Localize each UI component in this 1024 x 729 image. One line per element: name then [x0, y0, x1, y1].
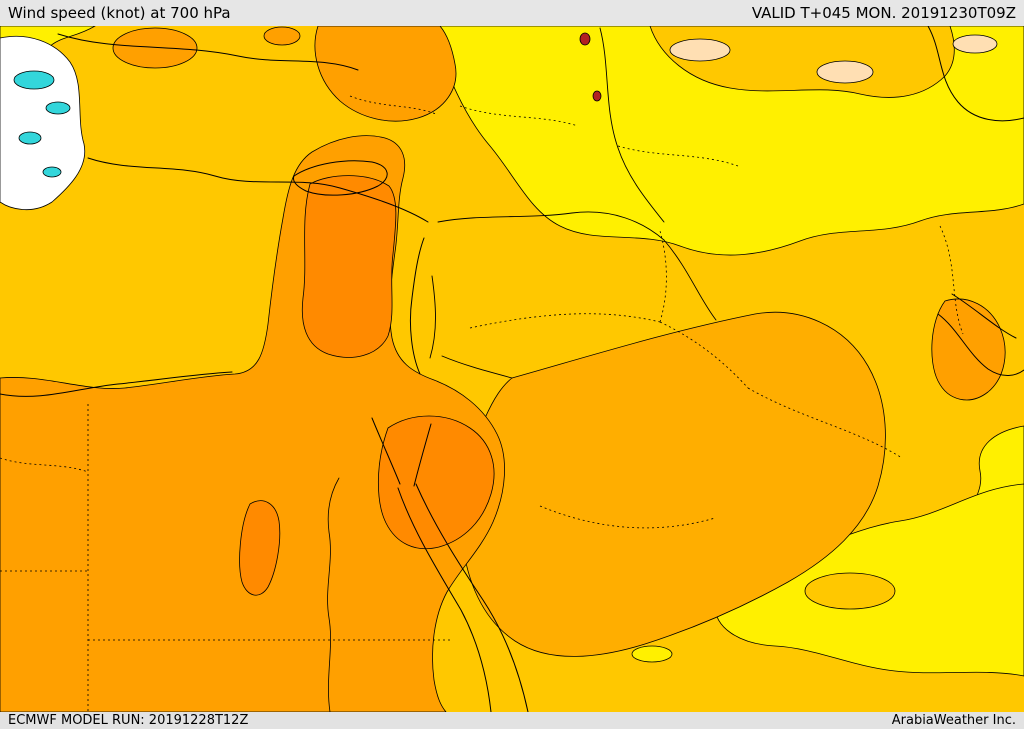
map-title: Wind speed (knot) at 700 hPa [8, 4, 231, 22]
border-turkey-interior-3 [349, 95, 437, 115]
contour-orange-turkey-spot [263, 26, 301, 46]
contour-peach-spot-1 [669, 38, 731, 62]
contour-cyan-minimum-3 [18, 131, 42, 145]
contour-cyan-minimum-1 [13, 70, 55, 90]
border-turkey-interior-2 [617, 145, 739, 167]
contour-deep-orange-levant-core [301, 175, 397, 358]
border-libya-interior [0, 457, 89, 473]
coastline-cyprus [293, 160, 388, 196]
coastline-persian-gulf-2 [951, 293, 1017, 339]
contour-deep-orange-sinai-core [377, 415, 495, 550]
contour-yellow-spot-south [631, 645, 673, 663]
map-container [0, 26, 1024, 712]
coastline-black-sea [57, 33, 359, 71]
contour-cyan-minimum-4 [42, 166, 62, 178]
valid-time-label: VALID T+045 MON. 20191230T09Z [751, 4, 1016, 22]
coastline-north-africa [0, 371, 233, 397]
contour-orange-turkey-west [112, 27, 198, 69]
wind-max-marker-1 [579, 32, 591, 46]
border-iraq-saudi-2 [747, 387, 903, 459]
coastline-persian-gulf-1 [937, 313, 1024, 376]
coastline-red-sea-west [397, 487, 492, 712]
contour-deep-orange-egypt-core [239, 500, 281, 596]
border-jordan-saudi [441, 355, 513, 379]
coastline-turkey-south [87, 157, 429, 223]
contour-peach-spot-2 [816, 60, 874, 84]
coastline-gulf-of-aqaba [413, 423, 432, 487]
border-jordan-iraq [469, 313, 661, 329]
brand-label: ArabiaWeather Inc. [891, 713, 1016, 728]
coastline-gulf-of-suez [371, 417, 401, 485]
border-turkey-interior-1 [459, 105, 579, 127]
coastline-caspian [927, 26, 1024, 122]
border-turkey-syria [437, 211, 665, 241]
border-iraq-iran [663, 239, 717, 321]
contour-peach-spot-3 [952, 34, 998, 54]
footer-bar: ECMWF MODEL RUN: 20191228T12Z ArabiaWeat… [0, 712, 1024, 729]
border-iraq-syria [659, 230, 667, 323]
border-iraq-saudi-1 [659, 321, 749, 389]
border-turkey-iraq [599, 27, 665, 223]
header-bar: Wind speed (knot) at 700 hPa VALID T+045… [0, 0, 1024, 26]
contour-orange-gulf [931, 298, 1006, 401]
border-jordan-israel [429, 275, 436, 359]
river-nile [327, 477, 340, 712]
contour-orange-turkey-center [314, 26, 457, 122]
coastline-red-sea-east [415, 483, 529, 712]
contour-cyan-minimum-2 [45, 101, 71, 115]
model-run-label: ECMWF MODEL RUN: 20191228T12Z [8, 713, 249, 728]
wind-max-marker-2 [592, 90, 602, 102]
contour-gold-island-southeast [804, 572, 896, 610]
coastline-levant [409, 237, 425, 375]
contour-gold-patch-north [649, 26, 955, 98]
wind-speed-map [0, 26, 1024, 712]
